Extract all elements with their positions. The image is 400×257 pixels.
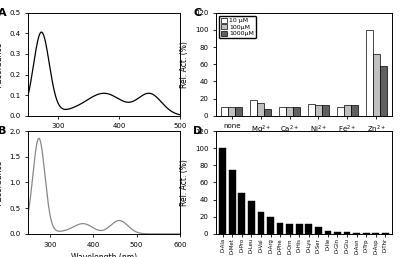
- Bar: [219, 148, 226, 234]
- Bar: [363, 233, 370, 234]
- Bar: [337, 107, 344, 116]
- Bar: [324, 231, 331, 234]
- Bar: [248, 201, 255, 234]
- Bar: [250, 100, 257, 116]
- Bar: [308, 104, 315, 116]
- Y-axis label: Absorbance: Absorbance: [0, 42, 4, 87]
- Text: D: D: [193, 126, 202, 136]
- Bar: [267, 217, 274, 234]
- Bar: [238, 193, 245, 234]
- Y-axis label: Rel. Act. (%): Rel. Act. (%): [180, 159, 189, 206]
- Bar: [277, 223, 284, 234]
- Bar: [344, 232, 350, 234]
- Y-axis label: Absorbance: Absorbance: [0, 160, 4, 205]
- Bar: [344, 105, 351, 116]
- Bar: [264, 109, 271, 116]
- Bar: [373, 54, 380, 116]
- Bar: [286, 224, 293, 234]
- Bar: [315, 105, 322, 116]
- Legend: 10 μM, 100μM, 1000μM: 10 μM, 100μM, 1000μM: [219, 16, 256, 38]
- Bar: [222, 107, 228, 116]
- Bar: [353, 233, 360, 234]
- Bar: [235, 107, 242, 116]
- Bar: [334, 232, 341, 234]
- Bar: [286, 107, 293, 116]
- Bar: [257, 103, 264, 116]
- Bar: [293, 107, 300, 116]
- Bar: [315, 227, 322, 234]
- Y-axis label: Rel. Act. (%): Rel. Act. (%): [180, 41, 189, 88]
- Bar: [351, 105, 358, 116]
- Bar: [229, 170, 236, 234]
- Text: C: C: [193, 8, 201, 18]
- Bar: [366, 30, 373, 116]
- Text: A: A: [0, 8, 6, 18]
- Bar: [258, 213, 264, 234]
- Bar: [296, 224, 302, 234]
- X-axis label: Wavelength (nm): Wavelength (nm): [71, 135, 137, 144]
- Bar: [279, 107, 286, 116]
- X-axis label: Wavelength (nm): Wavelength (nm): [71, 253, 137, 257]
- X-axis label: Metal ion: Metal ion: [286, 141, 322, 150]
- Bar: [372, 233, 379, 234]
- Bar: [306, 224, 312, 234]
- Bar: [228, 107, 235, 116]
- Bar: [382, 233, 389, 234]
- Text: B: B: [0, 126, 6, 136]
- Bar: [322, 105, 329, 116]
- Bar: [380, 66, 386, 116]
